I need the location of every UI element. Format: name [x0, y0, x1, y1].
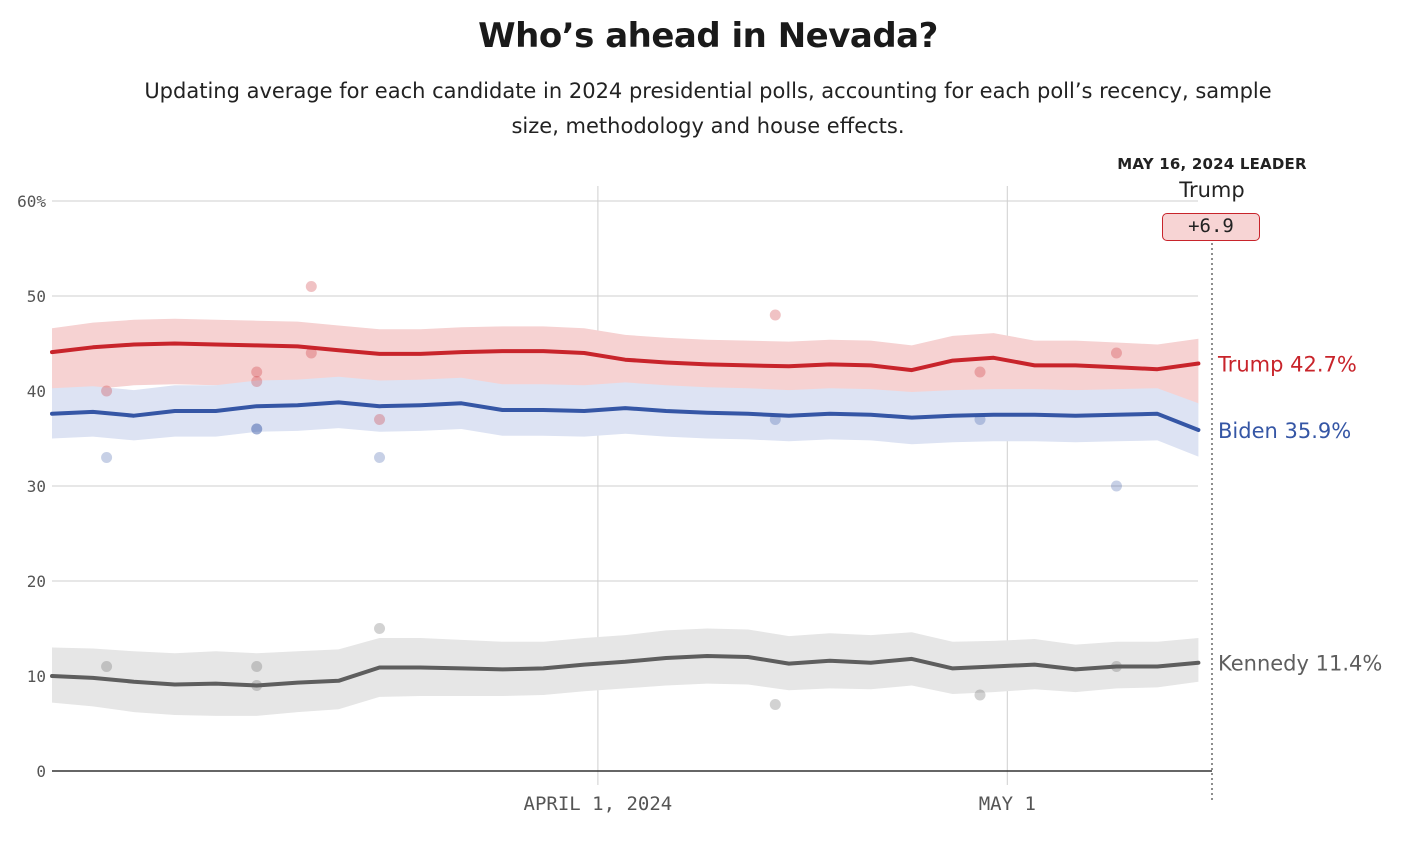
y-tick-label: 60%	[17, 192, 46, 211]
trump-poll-dot	[769, 309, 781, 321]
trump-poll-dot	[101, 385, 113, 397]
y-tick-label: 0	[36, 762, 46, 781]
kennedy-poll-dot	[769, 699, 781, 710]
page-subtitle: Updating average for each candidate in 2…	[144, 79, 1272, 138]
trump-poll-dot	[1110, 347, 1122, 359]
kennedy-uncertainty-band	[52, 628, 1199, 716]
biden-poll-dot	[1110, 480, 1122, 492]
trump-average-line	[50, 341, 1201, 373]
biden-poll-dot	[251, 423, 263, 435]
trump-poll-dot	[374, 414, 386, 425]
kennedy-poll-dot	[101, 661, 113, 672]
poll-dots	[101, 281, 1122, 710]
kennedy-poll-dot	[251, 661, 263, 672]
trump-poll-dot	[251, 366, 263, 378]
y-tick-label: 50	[27, 287, 46, 306]
average-lines	[50, 341, 1201, 688]
series-end-labels: Trump 42.7% Biden 35.9% Kennedy 11.4%	[1217, 352, 1382, 675]
kennedy-end-label: Kennedy 11.4%	[1218, 652, 1382, 676]
biden-poll-dot	[101, 452, 113, 463]
chart-axes: 0 10 20 30 40 50 60% APRIL 1, 2024 MAY 1	[17, 192, 1213, 815]
trump-poll-dot	[251, 376, 263, 387]
trump-end-label: Trump 42.7%	[1217, 352, 1357, 376]
x-tick-label: APRIL 1, 2024	[524, 793, 673, 815]
biden-poll-dot	[251, 423, 263, 435]
trump-poll-dot	[305, 281, 317, 292]
trump-poll-dot	[305, 347, 317, 359]
kennedy-poll-dot	[974, 689, 986, 701]
x-tick-label: MAY 1	[979, 793, 1036, 815]
page-title: Who’s ahead in Nevada?	[478, 16, 938, 56]
kennedy-average-line	[50, 654, 1201, 688]
kennedy-poll-dot	[374, 623, 386, 634]
biden-average-line	[50, 400, 1201, 432]
uncertainty-bands	[52, 318, 1199, 716]
trump-poll-dot	[974, 366, 986, 378]
biden-end-label: Biden 35.9%	[1218, 419, 1351, 443]
biden-poll-dot	[374, 452, 386, 463]
leader-date-heading: MAY 16, 2024 LEADER	[1117, 155, 1307, 173]
biden-uncertainty-band	[52, 376, 1199, 457]
y-tick-label: 30	[27, 477, 46, 496]
leader-name: Trump	[1179, 178, 1245, 202]
y-tick-label: 10	[27, 667, 46, 686]
y-tick-label: 40	[27, 382, 46, 401]
leader-margin-badge: +6.9	[1162, 213, 1260, 241]
y-tick-label: 20	[27, 572, 46, 591]
